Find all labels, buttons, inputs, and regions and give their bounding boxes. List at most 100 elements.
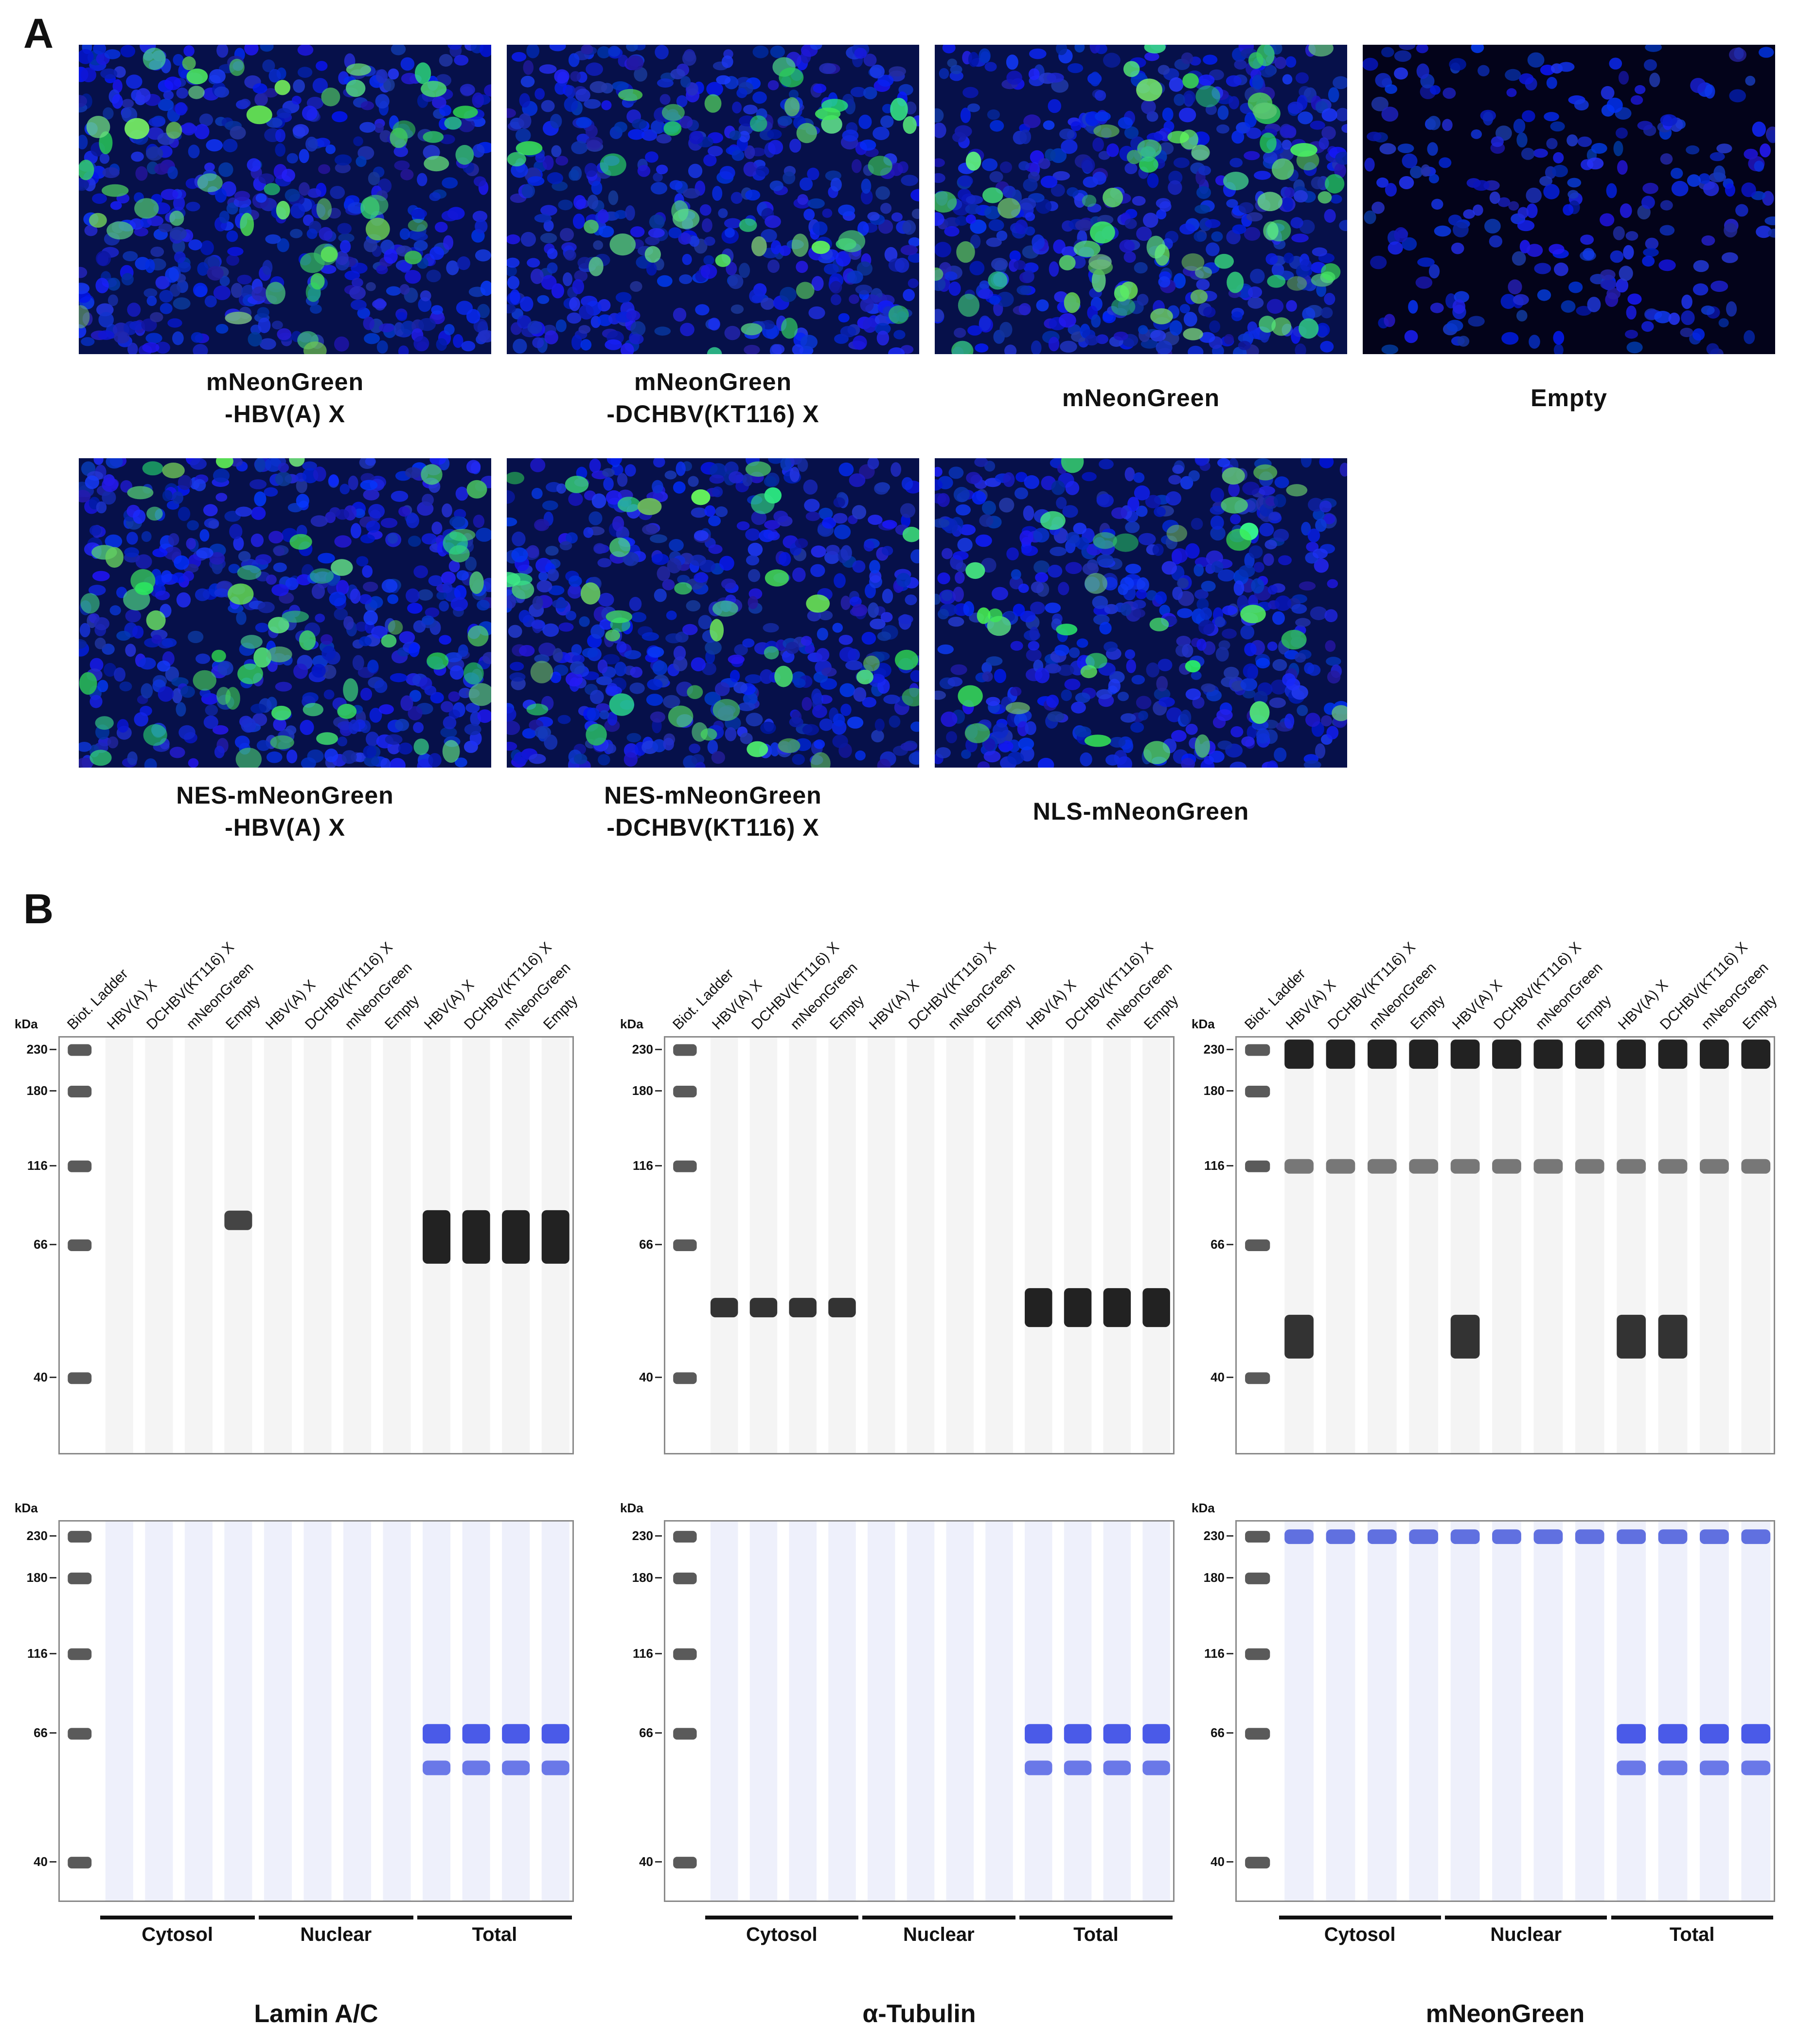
mw-marker-label: 66: [1211, 1237, 1225, 1252]
group-bar: [1445, 1916, 1607, 1919]
mw-tick: [50, 1090, 56, 1092]
kda-label: kDa: [1192, 1501, 1215, 1515]
mw-tick: [50, 1165, 56, 1166]
micrograph-1: [79, 45, 491, 354]
mw-tick: [50, 1577, 56, 1578]
micrograph-label-line1: mNeonGreen: [634, 368, 792, 395]
mw-tick: [1227, 1244, 1233, 1245]
micrograph-label-line2: -DCHBV(KT116) X: [606, 814, 819, 841]
mw-tick: [1227, 1165, 1233, 1166]
group-bar: [100, 1916, 255, 1919]
mw-tick: [655, 1377, 662, 1379]
mw-marker-label: 116: [633, 1646, 653, 1661]
micrograph-label-5: NES-mNeonGreen -HBV(A) X: [79, 779, 491, 843]
group-bar: [258, 1916, 413, 1919]
mw-tick: [50, 1244, 56, 1245]
mw-marker-label: 230: [1203, 1041, 1225, 1057]
mw-tick: [50, 1535, 56, 1537]
total-protein-blot: [1235, 1520, 1775, 1902]
group-label: Nuclear: [903, 1924, 975, 1945]
panel-a-letter: A: [23, 10, 54, 57]
kda-label: kDa: [15, 1501, 38, 1515]
mw-tick: [1227, 1652, 1233, 1654]
micrograph-label-4: Empty: [1363, 382, 1775, 414]
mw-tick: [655, 1090, 662, 1092]
micrograph-label-3: mNeonGreen: [935, 382, 1347, 414]
micrograph-7: [935, 458, 1347, 768]
group-label: Total: [472, 1924, 517, 1945]
micrograph-label-line2: -HBV(A) X: [225, 400, 345, 428]
mw-marker-label: 230: [26, 1041, 48, 1057]
mw-marker-label: 230: [632, 1528, 653, 1543]
micrograph-label-line1: mNeonGreen: [1062, 384, 1220, 412]
mw-tick: [655, 1652, 662, 1654]
micrograph-label-line1: mNeonGreen: [206, 368, 364, 395]
micrograph-4: [1363, 45, 1775, 354]
mw-tick: [50, 1732, 56, 1734]
mw-tick: [1227, 1535, 1233, 1537]
mw-marker-label: 180: [632, 1570, 653, 1585]
lane-label: Empty: [1573, 992, 1615, 1033]
mw-tick: [1227, 1861, 1233, 1863]
mw-marker-label: 116: [633, 1158, 653, 1173]
micrograph-label-line1: NES-mNeonGreen: [176, 782, 394, 809]
micrograph-label-line1: NLS-mNeonGreen: [1033, 798, 1249, 825]
micrograph-label-line2: -HBV(A) X: [225, 814, 345, 841]
group-label: Cytosol: [746, 1924, 818, 1945]
mw-tick: [655, 1577, 662, 1578]
mw-tick: [655, 1732, 662, 1734]
mw-tick: [655, 1535, 662, 1537]
micrograph-label-1: mNeonGreen -HBV(A) X: [79, 366, 491, 430]
micrograph-6: [507, 458, 919, 768]
mw-marker-label: 40: [639, 1854, 653, 1869]
western-blot: [1235, 1036, 1775, 1454]
mw-tick: [1227, 1732, 1233, 1734]
mw-marker-label: 66: [34, 1725, 48, 1740]
mw-tick: [50, 1652, 56, 1654]
micrograph-label-6: NES-mNeonGreen -DCHBV(KT116) X: [507, 779, 919, 843]
mw-tick: [50, 1048, 56, 1050]
micrograph-label-line1: NES-mNeonGreen: [604, 782, 822, 809]
kda-label: kDa: [620, 1017, 643, 1031]
blot-title: α-Tubulin: [862, 2000, 976, 2028]
mw-marker-label: 116: [1204, 1158, 1225, 1173]
mw-marker-label: 230: [632, 1041, 653, 1057]
mw-marker-label: 230: [26, 1528, 48, 1543]
micrograph-5: [79, 458, 491, 768]
mw-tick: [1227, 1048, 1233, 1050]
mw-marker-label: 66: [34, 1237, 48, 1252]
blot-title: Lamin A/C: [254, 2000, 378, 2028]
mw-marker-label: 230: [1203, 1528, 1225, 1543]
lane-label: Empty: [1407, 992, 1448, 1033]
total-protein-blot: [58, 1520, 574, 1902]
mw-tick: [1227, 1377, 1233, 1379]
mw-marker-label: 180: [632, 1083, 653, 1098]
mw-marker-label: 116: [1204, 1646, 1225, 1661]
kda-label: kDa: [1192, 1017, 1215, 1031]
mw-marker-label: 180: [1203, 1570, 1225, 1585]
mw-marker-label: 40: [639, 1370, 653, 1385]
micrograph-2: [507, 45, 919, 354]
group-label: Nuclear: [1490, 1924, 1562, 1945]
western-blot: [58, 1036, 574, 1454]
kda-label: kDa: [15, 1017, 38, 1031]
mw-marker-label: 40: [1211, 1854, 1225, 1869]
mw-tick: [655, 1048, 662, 1050]
group-label: Cytosol: [1324, 1924, 1396, 1945]
mw-marker-label: 180: [1203, 1083, 1225, 1098]
group-bar: [1019, 1916, 1173, 1919]
micrograph-label-7: NLS-mNeonGreen: [935, 795, 1347, 827]
micrograph-label-line1: Empty: [1531, 384, 1607, 412]
mw-tick: [655, 1165, 662, 1166]
mw-marker-label: 180: [26, 1570, 48, 1585]
group-bar: [862, 1916, 1015, 1919]
mw-marker-label: 40: [34, 1854, 48, 1869]
mw-tick: [1227, 1090, 1233, 1092]
mw-tick: [50, 1377, 56, 1379]
micrograph-3: [935, 45, 1347, 354]
group-bar: [1611, 1916, 1773, 1919]
micrograph-label-2: mNeonGreen -DCHBV(KT116) X: [507, 366, 919, 430]
blot-title: mNeonGreen: [1425, 2000, 1585, 2028]
western-blot: [664, 1036, 1175, 1454]
mw-marker-label: 180: [26, 1083, 48, 1098]
